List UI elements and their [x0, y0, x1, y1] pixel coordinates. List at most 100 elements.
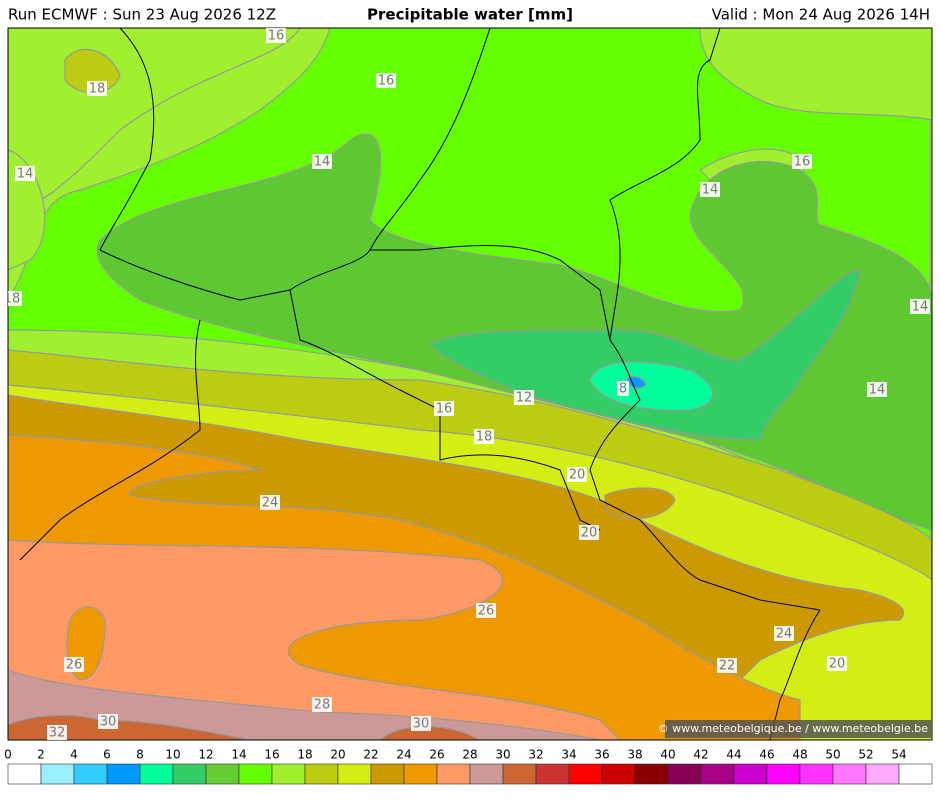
colorbar-tick-label: 22 — [363, 748, 378, 762]
contour-label: 24 — [262, 496, 279, 511]
contour-label-bg — [827, 656, 847, 671]
contour-label-bg — [15, 166, 35, 181]
contour-label: 18 — [4, 292, 21, 307]
colorbar-tick-label: 32 — [528, 748, 543, 762]
colorbar-tick-label: 12 — [198, 748, 213, 762]
contour-label-bg — [47, 725, 67, 740]
colorbar-tick-label: 8 — [136, 748, 144, 762]
colorbar-tick-label: 10 — [165, 748, 180, 762]
contour-label-bg — [774, 626, 794, 641]
contour-label-bg — [476, 603, 496, 618]
colorbar-tick-label: 4 — [70, 748, 78, 762]
colorbar-tick-label: 36 — [594, 748, 609, 762]
colorbar-swatch — [205, 763, 240, 785]
contour-label: 30 — [100, 715, 117, 730]
contour-label: 20 — [569, 468, 586, 483]
colorbar-swatch — [436, 763, 471, 785]
colorbar-tick-label: 54 — [891, 748, 906, 762]
contour-label-bg — [312, 697, 332, 712]
colorbar-swatch — [238, 763, 273, 785]
colorbar-swatch — [601, 763, 636, 785]
colorbar-swatch — [337, 763, 372, 785]
contour-label-bg — [260, 495, 280, 510]
copyright-box — [665, 720, 931, 738]
colorbar-swatch — [40, 763, 75, 785]
colorbar-swatch — [172, 763, 207, 785]
contour-label: 14 — [17, 167, 34, 182]
map — [8, 28, 932, 740]
colorbar-tick-label: 16 — [264, 748, 279, 762]
map-title: Precipitable water [mm] — [367, 6, 573, 24]
contour-label-bg — [411, 716, 431, 731]
map-frame — [7, 27, 933, 741]
contour-label: 16 — [436, 402, 453, 417]
contour-label-bg — [579, 525, 599, 540]
contour-label: 32 — [49, 726, 66, 741]
colorbar-tick-label: 30 — [495, 748, 510, 762]
colorbar-swatch — [139, 763, 174, 785]
colorbar-swatch — [865, 763, 900, 785]
colorbar-tick-label: 26 — [429, 748, 444, 762]
colorbar-tick-label: 40 — [660, 748, 675, 762]
colorbar-tick-label: 42 — [693, 748, 708, 762]
contour-label-bg — [474, 429, 494, 444]
contour-label-bg — [617, 381, 629, 396]
contour-label: 26 — [478, 604, 495, 619]
colorbar-swatch — [7, 763, 42, 785]
contour-label: 14 — [912, 300, 929, 315]
contour-label: 18 — [89, 82, 106, 97]
contour-label-bg — [64, 657, 84, 672]
colorbar: 0 2 4 6 8 10 12 14 16 18 20 22 24 26 28 30 32 34 36 38 40 42 4… — [4, 748, 933, 785]
contour-label-bg — [376, 73, 396, 88]
contour-label-bg — [87, 81, 107, 96]
colorbar-tick-label: 44 — [726, 748, 741, 762]
colorbar-swatch — [700, 763, 735, 785]
contour-label: 8 — [619, 382, 627, 397]
colorbar-tick-label: 50 — [825, 748, 840, 762]
copyright: © www.meteobelgique.be / www.meteobelgie… — [658, 722, 929, 735]
colorbar-swatch — [403, 763, 438, 785]
colorbar-swatch — [634, 763, 669, 785]
colorbar-tick-label: 46 — [759, 748, 774, 762]
contour-label: 16 — [268, 29, 285, 44]
colorbar-swatch — [766, 763, 801, 785]
colorbar-swatch — [370, 763, 405, 785]
contour-label-bg — [700, 182, 720, 197]
valid-info: Valid : Mon 24 Aug 2026 14H — [712, 6, 930, 24]
colorbar-swatch — [502, 763, 537, 785]
colorbar-swatch — [73, 763, 108, 785]
colorbar-tick-label: 48 — [792, 748, 807, 762]
contour-label: 14 — [702, 183, 719, 198]
contour-label: 16 — [378, 74, 395, 89]
colorbar-swatch — [832, 763, 867, 785]
colorbar-tick-label: 14 — [231, 748, 246, 762]
contour-label: 16 — [794, 155, 811, 170]
colorbar-tick-label: 18 — [297, 748, 312, 762]
colorbar-swatch — [733, 763, 768, 785]
colorbar-tick-label: 0 — [4, 748, 12, 762]
contour-label-bg — [312, 154, 332, 169]
contour-label: 14 — [869, 383, 886, 398]
colorbar-swatch — [568, 763, 603, 785]
contour-label-bg — [867, 382, 887, 397]
contour-label-bg — [8, 291, 22, 306]
contour-label-bg — [717, 658, 737, 673]
contour-label: 24 — [776, 627, 793, 642]
contour-label: 12 — [516, 391, 533, 406]
contour-label: 14 — [314, 155, 331, 170]
contour-label-bg — [514, 390, 534, 405]
colorbar-tick-label: 52 — [858, 748, 873, 762]
contour-label: 18 — [476, 430, 493, 445]
colorbar-tick-label: 34 — [561, 748, 576, 762]
colorbar-tick-label: 20 — [330, 748, 345, 762]
colorbar-tick-label: 28 — [462, 748, 477, 762]
contour-label: 20 — [581, 526, 598, 541]
contour-labels: 16 16 18 14 14 16 14 18 14 14 8 12 16 18 20 24 20 26 24 22 2… — [4, 28, 930, 741]
colorbar-swatch — [667, 763, 702, 785]
colorbar-swatch — [271, 763, 306, 785]
colorbar-swatch — [469, 763, 504, 785]
run-info: Run ECMWF : Sun 23 Aug 2026 12Z — [8, 6, 276, 24]
contour-label: 28 — [314, 698, 331, 713]
contour-label-bg — [266, 28, 286, 43]
colorbar-swatch — [799, 763, 834, 785]
